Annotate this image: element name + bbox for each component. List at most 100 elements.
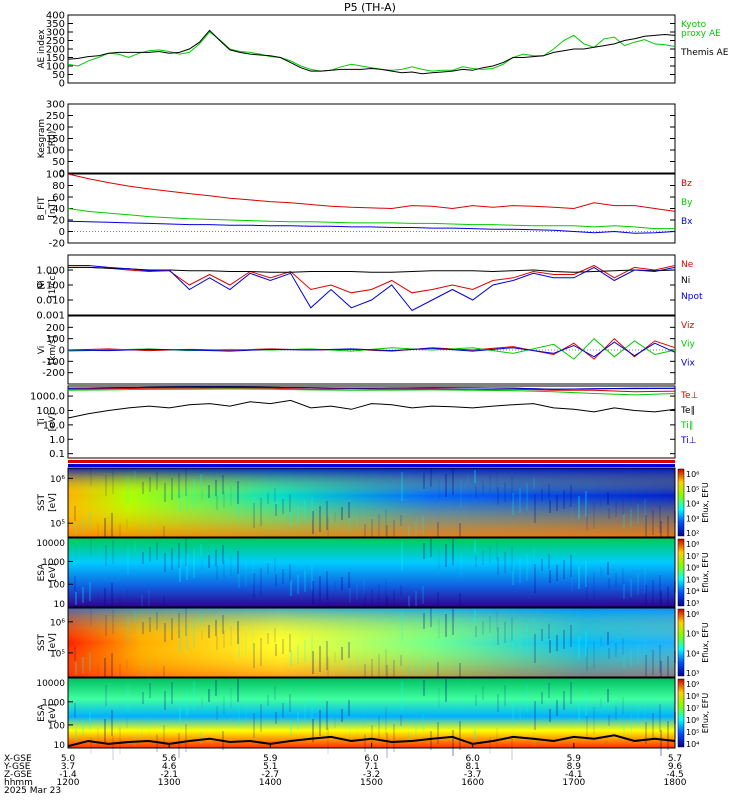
panel-frame-spec_esa_ion: [67, 537, 676, 608]
ytick-label-velocity: -200: [42, 368, 65, 379]
heatmap-cell-spec_esa_elec: [623, 723, 625, 738]
legend-label-temperature: Ti⊥: [680, 436, 697, 446]
heatmap-cell-spec_esa_ion: [608, 578, 610, 589]
ytick-label-ae: 100: [46, 62, 65, 73]
panel-frame-density: [67, 254, 676, 316]
heatmap-cell-spec_sst_elec: [430, 608, 432, 627]
colorbar-label-spec_esa_elec: Eflux, EFU: [701, 693, 710, 734]
heatmap-cell-spec_sst_elec: [415, 661, 417, 676]
heatmap-cell-spec_esa_elec: [105, 685, 107, 706]
ytick-label-kp: 0: [59, 169, 65, 180]
ephem-y-value: 8.9: [567, 762, 582, 772]
colorbar-tick-spec_esa_ion: 10⁸: [686, 540, 699, 549]
heatmap-cell-spec_esa_ion: [171, 548, 173, 570]
heatmap-cell-spec_sst_elec: [533, 618, 535, 629]
heatmap-cell-spec_sst_ion: [585, 491, 587, 517]
heatmap-cell-spec_esa_ion: [659, 575, 661, 603]
heatmap-cell-spec_esa_elec: [341, 709, 343, 722]
heatmap-cell-spec_sst_ion: [438, 479, 440, 499]
heatmap-cell-spec_sst_ion: [111, 513, 113, 539]
heatmap-cell-spec_esa_elec: [570, 682, 572, 704]
heatmap-cell-spec_esa_ion: [274, 558, 276, 572]
heatmap-cell-spec_esa_elec: [667, 721, 669, 750]
ephem-x-value: 5.6: [162, 754, 177, 764]
heatmap-cell-spec_sst_ion: [74, 506, 76, 521]
heatmap-cell-spec_esa_elec: [445, 679, 447, 702]
heatmap-cell-spec_esa_elec: [644, 696, 646, 720]
heatmap-cell-spec_esa_ion: [245, 562, 247, 586]
heatmap-cell-spec_esa_ion: [238, 567, 240, 588]
heatmap-cell-spec_sst_ion: [201, 490, 203, 500]
heatmap-cell-spec_sst_elec: [504, 622, 506, 643]
ytick-label-velocity: 200: [46, 323, 65, 334]
heatmap-cell-spec_esa_elec: [534, 701, 536, 730]
ytick-label-ae: 400: [46, 11, 65, 22]
heatmap-cell-spec_sst_ion: [200, 474, 202, 486]
heatmap-cell-spec_esa_ion: [570, 555, 572, 577]
heatmap-cell-spec_esa_ion: [512, 563, 514, 585]
heatmap-cell-spec_sst_ion: [149, 477, 151, 492]
ephem-z-value: -3.7: [464, 770, 482, 780]
ylabel-bfield: B_FIT: [37, 196, 47, 221]
heatmap-cell-spec_sst_ion: [238, 497, 240, 518]
heatmap-cell-spec_sst_ion: [593, 502, 595, 529]
ephem-y-value: 9.6: [668, 762, 683, 772]
heatmap-cell-spec_esa_elec: [482, 686, 484, 700]
heatmap-cell-spec_sst_elec: [164, 623, 166, 642]
heatmap-cell-spec_sst_ion: [186, 484, 188, 510]
heatmap-cell-spec_sst_ion: [179, 489, 181, 512]
heatmap-cell-spec_esa_elec: [208, 689, 210, 702]
heatmap-cell-spec_sst_ion: [622, 498, 624, 515]
series-line-density-2: [68, 265, 676, 312]
heatmap-cell-spec_sst_elec: [474, 610, 476, 623]
heatmap-cell-spec_sst_ion: [75, 522, 77, 535]
ephem-x-value: 5.7: [668, 754, 682, 764]
heatmap-cell-spec_esa_ion: [408, 596, 410, 608]
heatmap-cell-spec_esa_ion: [556, 565, 558, 581]
heatmap-cell-spec_sst_ion: [496, 471, 498, 491]
heatmap-cell-spec_sst_elec: [260, 638, 262, 666]
heatmap-cell-spec_sst_elec: [112, 610, 114, 634]
heatmap-cell-spec_sst_elec: [68, 608, 70, 618]
heatmap-cell-spec_sst_elec: [660, 661, 662, 687]
ytick-label-temperature: 1000.0: [30, 392, 65, 403]
heatmap-cell-spec_esa_ion: [341, 577, 343, 590]
heatmap-cell-spec_sst_ion: [548, 484, 550, 499]
heatmap-cell-spec_esa_elec: [119, 727, 121, 754]
ytick-label-kp: 100: [46, 146, 65, 157]
heatmap-cell-spec_sst_ion: [156, 472, 158, 490]
ytick-label-velocity: 100: [46, 334, 65, 345]
heatmap-cell-spec_esa_elec: [311, 693, 313, 718]
heatmap-cell-spec_sst_ion: [533, 478, 535, 489]
heatmap-cell-spec_sst_ion: [607, 492, 609, 505]
ytick-label-bfield: -20: [49, 239, 65, 250]
heatmap-cell-spec_sst_elec: [364, 664, 366, 682]
heatmap-cell-spec_esa_ion: [97, 593, 99, 613]
heatmap-cell-spec_sst_ion: [371, 519, 373, 540]
heatmap-overlay-spec_sst_elec: [68, 608, 675, 677]
heatmap-cell-spec_esa_elec: [304, 702, 306, 724]
heatmap-cell-spec_sst_elec: [223, 631, 225, 648]
heatmap-cell-spec_esa_elec: [489, 737, 491, 754]
heatmap-cell-spec_sst_ion: [415, 521, 417, 536]
ytick-label-velocity: 0: [59, 346, 65, 357]
ytick-label-ae: 0: [59, 79, 65, 90]
ylabel2-density: [1/cc]: [48, 272, 58, 298]
colorbar-tick-spec_sst_ion: 10³: [686, 514, 699, 523]
ytick-label-spec_esa_elec: 10: [54, 741, 66, 751]
heatmap-cell-spec_sst_elec: [452, 609, 454, 635]
heatmap-cell-spec_esa_elec: [223, 697, 225, 714]
ytick-label-spec_esa_ion: 10: [54, 600, 66, 610]
heatmap-cell-spec_esa_ion: [112, 540, 114, 564]
ytick-label-density: 0.010: [36, 296, 65, 307]
legend-label-temperature: Ti∥: [680, 421, 693, 431]
heatmap-cell-spec_sst_ion: [356, 513, 358, 530]
heatmap-cell-spec_esa_elec: [401, 681, 403, 710]
ytick-label-temperature: 10.0: [43, 420, 65, 431]
heatmap-cell-spec_esa_ion: [363, 578, 365, 598]
heatmap-cell-spec_sst_ion: [519, 488, 521, 513]
heatmap-cell-spec_sst_elec: [408, 666, 410, 678]
heatmap-cell-spec_esa_ion: [482, 551, 484, 565]
heatmap-cell-spec_esa_ion: [311, 565, 313, 590]
